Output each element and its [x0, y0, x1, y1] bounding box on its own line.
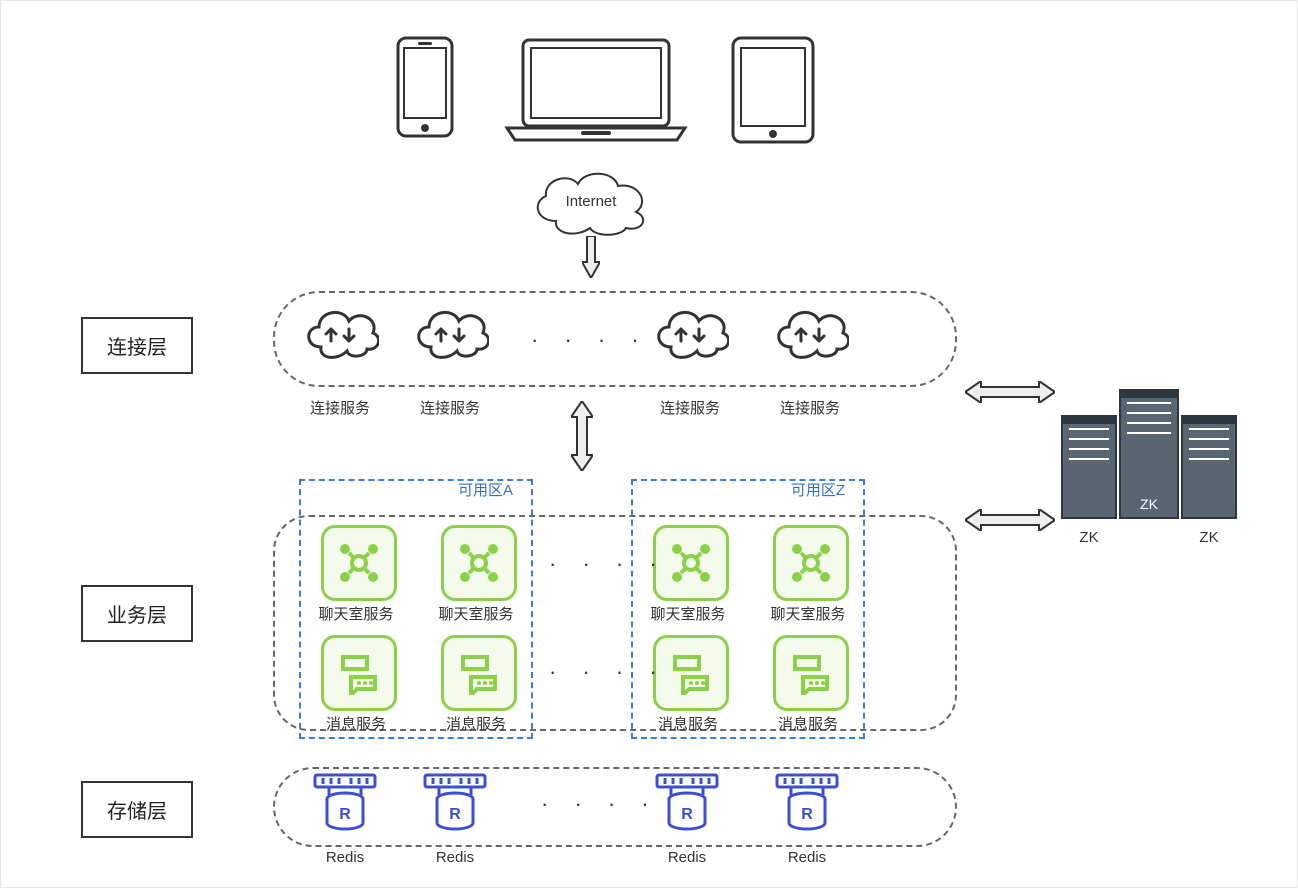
- redis-icon: R: [771, 773, 843, 835]
- chatroom-service-label: 聊天室服务: [765, 603, 851, 624]
- zk-server-icon: ZK: [1119, 389, 1179, 519]
- chatroom-service-label: 聊天室服务: [433, 603, 519, 624]
- arrow-conn-biz-icon: [571, 401, 593, 476]
- device-phone-icon: [396, 36, 454, 138]
- redis-label: Redis: [649, 849, 725, 866]
- connection-service-label: 连接服务: [407, 397, 493, 418]
- connection-service-label: 连接服务: [767, 397, 853, 418]
- chatroom-service-icon: [441, 525, 517, 601]
- redis-icon: R: [309, 773, 381, 835]
- arrow-to-zk-upper-icon: [965, 381, 1055, 408]
- internet-cloud-icon: Internet: [526, 166, 656, 236]
- svg-text:R: R: [681, 806, 693, 823]
- chatroom-service-label: 聊天室服务: [313, 603, 399, 624]
- zk-label: ZK: [1187, 529, 1231, 546]
- chatroom-service-icon: [321, 525, 397, 601]
- layer-label-storage: 存储层: [81, 781, 193, 838]
- zk-label: ZK: [1067, 529, 1111, 546]
- connection-service-icon: [771, 301, 849, 361]
- message-service-label: 消息服务: [313, 713, 399, 734]
- arrow-internet-down-icon: [582, 236, 600, 283]
- svg-text:ZK: ZK: [1140, 496, 1159, 512]
- message-service-icon: [773, 635, 849, 711]
- connection-service-icon: [651, 301, 729, 361]
- layer-label-connection: 连接层: [81, 317, 193, 374]
- arrow-to-zk-lower-icon: [965, 509, 1055, 536]
- svg-text:R: R: [449, 806, 461, 823]
- architecture-diagram: Internet 连接层业务层存储层 连接服务 连接服务 连接服务 连接服务 · …: [0, 0, 1298, 888]
- chatroom-service-label: 聊天室服务: [645, 603, 731, 624]
- chatroom-service-icon: [773, 525, 849, 601]
- availability-zone-title: 可用区Z: [791, 479, 845, 500]
- business-ellipsis: · · · ·: [549, 551, 667, 577]
- device-tablet-icon: [731, 36, 815, 144]
- layer-label-business: 业务层: [81, 585, 193, 642]
- svg-text:R: R: [801, 806, 813, 823]
- storage-ellipsis: · · · ·: [541, 791, 659, 817]
- message-service-icon: [321, 635, 397, 711]
- redis-icon: R: [419, 773, 491, 835]
- svg-text:Internet: Internet: [566, 193, 618, 210]
- connection-service-label: 连接服务: [647, 397, 733, 418]
- svg-text:R: R: [339, 806, 351, 823]
- connection-service-icon: [301, 301, 379, 361]
- zk-server-icon: [1181, 415, 1237, 519]
- connection-service-label: 连接服务: [297, 397, 383, 418]
- zk-server-icon: [1061, 415, 1117, 519]
- availability-zone-title: 可用区A: [458, 479, 513, 500]
- message-service-label: 消息服务: [433, 713, 519, 734]
- redis-label: Redis: [417, 849, 493, 866]
- redis-icon: R: [651, 773, 723, 835]
- connection-ellipsis: · · · ·: [531, 327, 649, 353]
- redis-label: Redis: [307, 849, 383, 866]
- message-service-label: 消息服务: [645, 713, 731, 734]
- connection-service-icon: [411, 301, 489, 361]
- business-ellipsis: · · · ·: [549, 659, 667, 685]
- message-service-icon: [441, 635, 517, 711]
- redis-label: Redis: [769, 849, 845, 866]
- device-laptop-icon: [501, 36, 691, 144]
- message-service-label: 消息服务: [765, 713, 851, 734]
